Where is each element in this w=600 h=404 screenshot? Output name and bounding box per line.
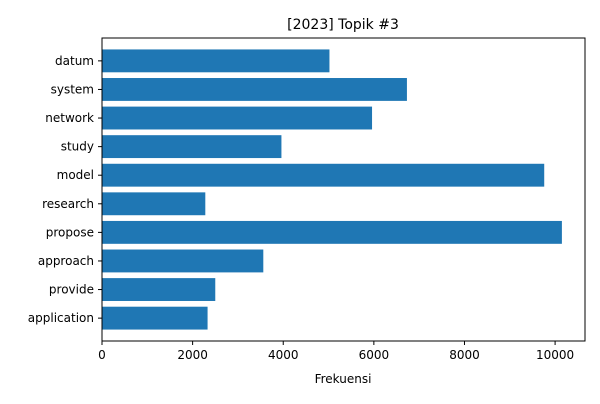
y-tick-label-model: model [57, 168, 94, 182]
bar-propose [102, 220, 562, 244]
y-tick-label-datum: datum [55, 54, 94, 68]
bar-provide [102, 278, 216, 301]
y-tick-label-network: network [45, 111, 94, 125]
y-axis-ticks: datum system network study model research prop… [28, 54, 102, 325]
y-tick-label-application: application [28, 311, 94, 325]
x-tick-label: 2000 [177, 348, 208, 362]
bar-application [102, 306, 208, 330]
bar-research [102, 192, 206, 216]
y-tick-label-system: system [51, 82, 94, 96]
bar-approach [102, 249, 264, 273]
bar-system [102, 78, 407, 101]
y-tick-label-approach: approach [38, 254, 94, 268]
bars-layer [102, 49, 562, 330]
x-axis-ticks: 0 2000 4000 6000 8000 10000 [98, 341, 574, 362]
x-tick-label: 8000 [449, 348, 480, 362]
y-tick-label-study: study [61, 140, 94, 154]
bar-model [102, 163, 545, 187]
x-tick-label: 4000 [268, 348, 299, 362]
y-tick-label-propose: propose [46, 225, 94, 239]
chart-title: [2023] Topik #3 [287, 17, 399, 33]
plot-frame [101, 37, 586, 342]
x-axis-label: Frekuensi [315, 372, 372, 386]
y-tick-label-provide: provide [49, 283, 94, 297]
y-tick-label-research: research [42, 197, 94, 211]
bar-study [102, 135, 282, 159]
x-tick-label: 0 [98, 348, 106, 362]
bar-datum [102, 49, 330, 73]
x-tick-label: 6000 [359, 348, 390, 362]
bar-network [102, 106, 373, 130]
x-tick-label: 10000 [536, 348, 574, 362]
